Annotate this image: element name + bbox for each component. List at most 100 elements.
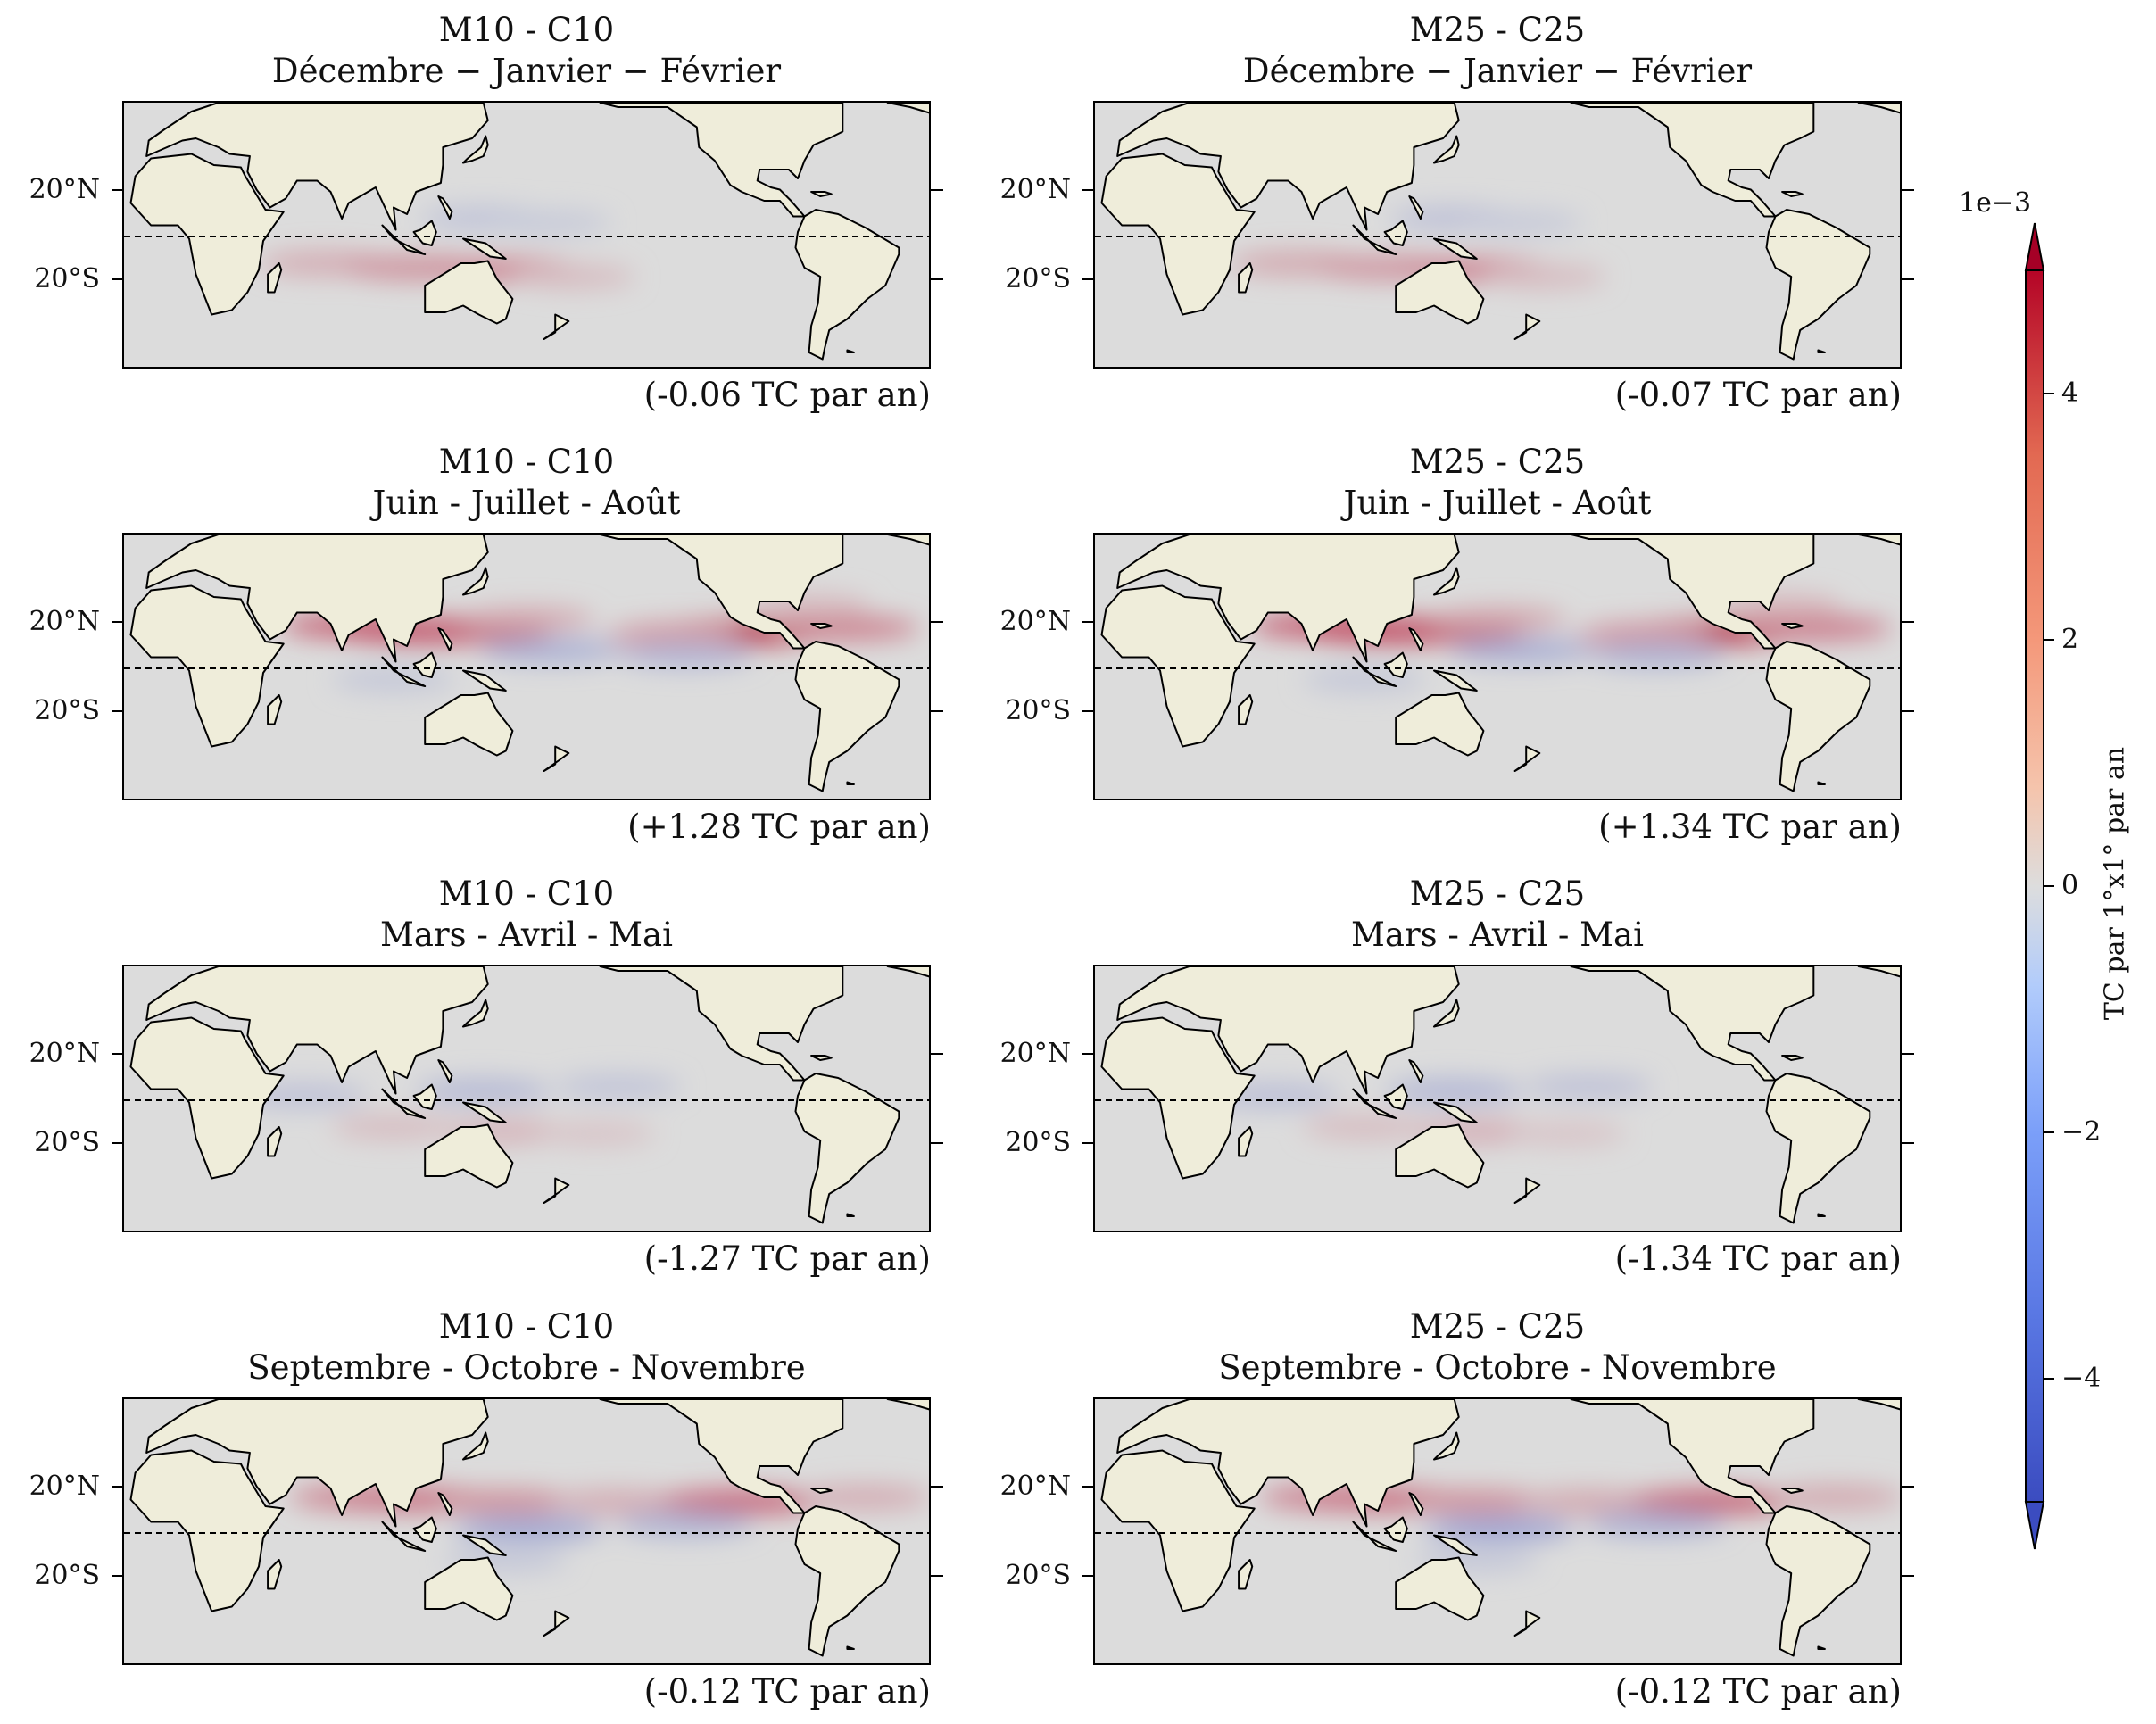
land-shape — [1817, 781, 1826, 785]
land-shape — [424, 260, 514, 325]
land-shape — [846, 1213, 855, 1217]
anomaly-mark — [1460, 211, 1583, 236]
land-shape — [1383, 1083, 1408, 1110]
land-shape — [129, 1016, 285, 1180]
colorbar-axis-label: TC par 1°x1° par an — [2099, 746, 2131, 1021]
anomaly-mark — [1524, 1074, 1654, 1099]
land-shape — [1383, 1516, 1408, 1543]
land-shape — [1395, 692, 1485, 757]
anomaly-mark — [1302, 1115, 1427, 1140]
y-tick-label: 20°S — [34, 1560, 100, 1591]
panel-annotation: (-0.12 TC par an) — [643, 1672, 931, 1711]
anomaly-mark — [535, 1121, 656, 1147]
y-tick-label: 20°N — [999, 174, 1071, 205]
land-shape — [412, 651, 437, 678]
y-tick-mark-right — [1902, 1486, 1914, 1488]
y-tick-mark-left — [112, 621, 122, 623]
land-shape — [1781, 191, 1804, 197]
y-tick-mark-right — [1902, 710, 1914, 712]
colorbar-tick-mark — [2044, 639, 2054, 641]
land-shape — [1433, 1534, 1478, 1556]
panel-title-model: M25 - C25 — [1409, 11, 1586, 49]
colorbar-body — [2025, 269, 2044, 1503]
land-shape — [462, 135, 489, 164]
land-shape — [1765, 1505, 1871, 1657]
panel-title-season: Décembre − Janvier − Février — [271, 52, 782, 90]
land-shape — [1433, 1431, 1460, 1461]
y-tick-mark-left — [1082, 189, 1093, 191]
panel-title-model: M25 - C25 — [1409, 874, 1586, 913]
y-tick-mark-right — [1902, 1053, 1914, 1055]
y-tick-mark-left — [1082, 1575, 1093, 1577]
anomaly-mark — [1506, 1121, 1627, 1147]
land-shape — [437, 1059, 453, 1083]
y-tick-mark-right — [1902, 189, 1914, 191]
panel-annotation: (+1.28 TC par an) — [627, 808, 931, 846]
land-shape — [1513, 1610, 1541, 1637]
y-tick-mark-left — [112, 1142, 122, 1144]
colorbar-tick-mark — [2044, 1378, 2054, 1380]
colorbar-tick-label: −2 — [2061, 1116, 2102, 1148]
land-shape — [543, 313, 570, 340]
land-shape — [1408, 627, 1424, 651]
land-shape — [1395, 1123, 1485, 1189]
land-shape — [886, 103, 929, 114]
y-tick-mark-right — [931, 1486, 943, 1488]
land-shape — [810, 191, 833, 197]
colorbar-tick-label: 0 — [2061, 870, 2079, 901]
panel-annotation: (-1.27 TC par an) — [643, 1239, 931, 1278]
y-tick-mark-left — [112, 710, 122, 712]
land-shape — [543, 1610, 570, 1637]
y-tick-label: 20°N — [29, 1038, 100, 1069]
land-shape — [1857, 103, 1900, 114]
anomaly-mark — [605, 622, 743, 648]
land-shape — [1408, 1492, 1424, 1516]
y-tick-mark-right — [931, 1053, 943, 1055]
land-shape — [267, 1559, 283, 1590]
land-shape — [1570, 103, 1815, 218]
land-shape — [846, 349, 855, 353]
y-tick-label: 20°S — [1005, 695, 1071, 726]
land-shape — [1238, 1126, 1254, 1157]
land-shape — [1116, 535, 1460, 663]
panel-annotation: (+1.34 TC par an) — [1598, 808, 1902, 846]
y-tick-mark-left — [112, 1486, 122, 1488]
y-tick-mark-left — [112, 278, 122, 280]
anomaly-mark — [1481, 264, 1606, 289]
map-svg — [1095, 966, 1900, 1224]
land-shape — [1433, 1101, 1478, 1123]
anomaly-mark — [617, 642, 754, 667]
land-shape — [267, 694, 283, 725]
y-tick-label: 20°N — [29, 606, 100, 637]
panel-title-season: Juin - Juillet - Août — [1343, 484, 1652, 522]
land-shape — [1238, 1559, 1254, 1590]
land-shape — [1100, 153, 1256, 316]
land-shape — [1433, 669, 1478, 692]
y-tick-mark-right — [931, 189, 943, 191]
land-shape — [267, 262, 283, 294]
land-shape — [1100, 1016, 1256, 1180]
land-shape — [794, 1505, 900, 1657]
anomaly-mark — [616, 1512, 756, 1537]
y-tick-mark-left — [112, 1575, 122, 1577]
land-shape — [1857, 1399, 1900, 1411]
y-tick-label: 20°N — [29, 174, 100, 205]
y-tick-mark-left — [1082, 1053, 1093, 1055]
y-tick-label: 20°S — [1005, 263, 1071, 294]
land-shape — [424, 1123, 514, 1189]
map-panel — [122, 101, 931, 369]
anomaly-mark — [1522, 1489, 1657, 1514]
map-svg — [124, 535, 929, 792]
colorbar-tick-label: 4 — [2061, 377, 2079, 409]
y-tick-mark-right — [1902, 1575, 1914, 1577]
land-shape — [129, 584, 285, 748]
land-shape — [462, 999, 489, 1028]
anomaly-mark — [489, 211, 612, 236]
land-shape — [129, 153, 285, 316]
panel-title-season: Juin - Juillet - Août — [372, 484, 681, 522]
land-shape — [462, 237, 507, 260]
land-shape — [267, 1126, 283, 1157]
anomaly-mark — [1385, 1079, 1523, 1104]
land-shape — [1817, 1213, 1826, 1217]
land-shape — [1238, 694, 1254, 725]
